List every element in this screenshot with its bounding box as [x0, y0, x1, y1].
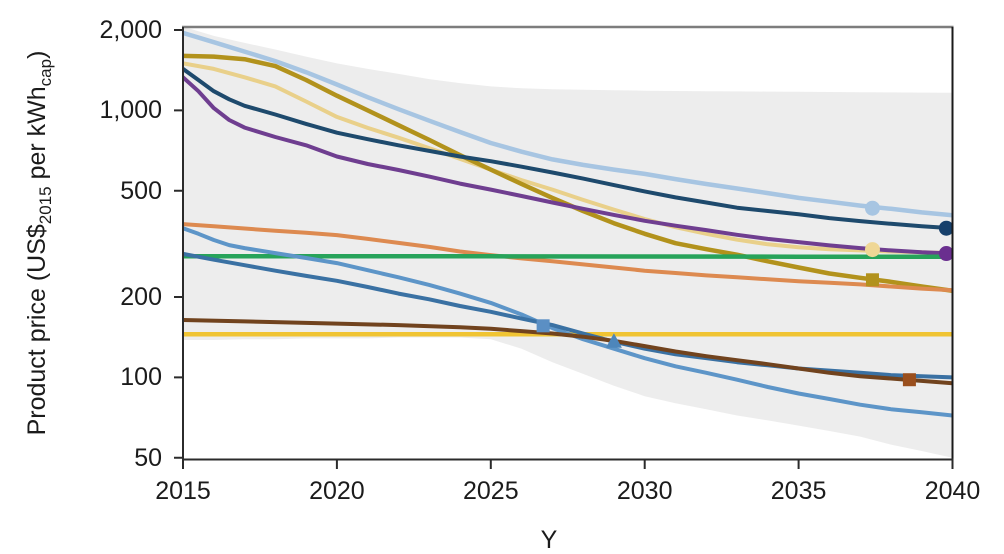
- x-tick-label-2035: 2035: [754, 477, 844, 505]
- x-tick-label-2015: 2015: [138, 477, 228, 505]
- x-tick-label-2040: 2040: [908, 477, 998, 505]
- x-tick-label-2030: 2030: [600, 477, 690, 505]
- x-tick-label-2025: 2025: [446, 477, 536, 505]
- y-tick-label-500: 500: [0, 177, 162, 205]
- price-projection-chart: Product price (US$2015 per kWhcap) Y 2,0…: [0, 0, 1004, 536]
- y-axis-title-sub-cap: cap: [36, 59, 55, 86]
- y-tick-label-50: 50: [0, 444, 162, 472]
- marker-sky-blue-circle: [865, 201, 880, 216]
- y-axis-title-suffix: ): [23, 51, 51, 59]
- uncertainty-band: [183, 27, 953, 458]
- x-tick-label-2020: 2020: [292, 477, 382, 505]
- marker-brown-square: [903, 373, 916, 386]
- y-tick-label-100: 100: [0, 363, 162, 391]
- y-axis-title-prefix: Product price (US$: [23, 224, 51, 435]
- plot-area: [183, 27, 954, 458]
- marker-medium-blue-square: [537, 319, 550, 332]
- x-axis-title-partial: Y: [509, 528, 589, 553]
- y-axis-title: Product price (US$2015 per kWhcap): [23, 25, 53, 461]
- marker-olive-square: [866, 273, 879, 286]
- marker-khaki-circle: [865, 242, 880, 257]
- y-tick-label-200: 200: [0, 283, 162, 311]
- y-tick-label-2000: 2,000: [0, 16, 162, 44]
- y-tick-label-1000: 1,000: [0, 96, 162, 124]
